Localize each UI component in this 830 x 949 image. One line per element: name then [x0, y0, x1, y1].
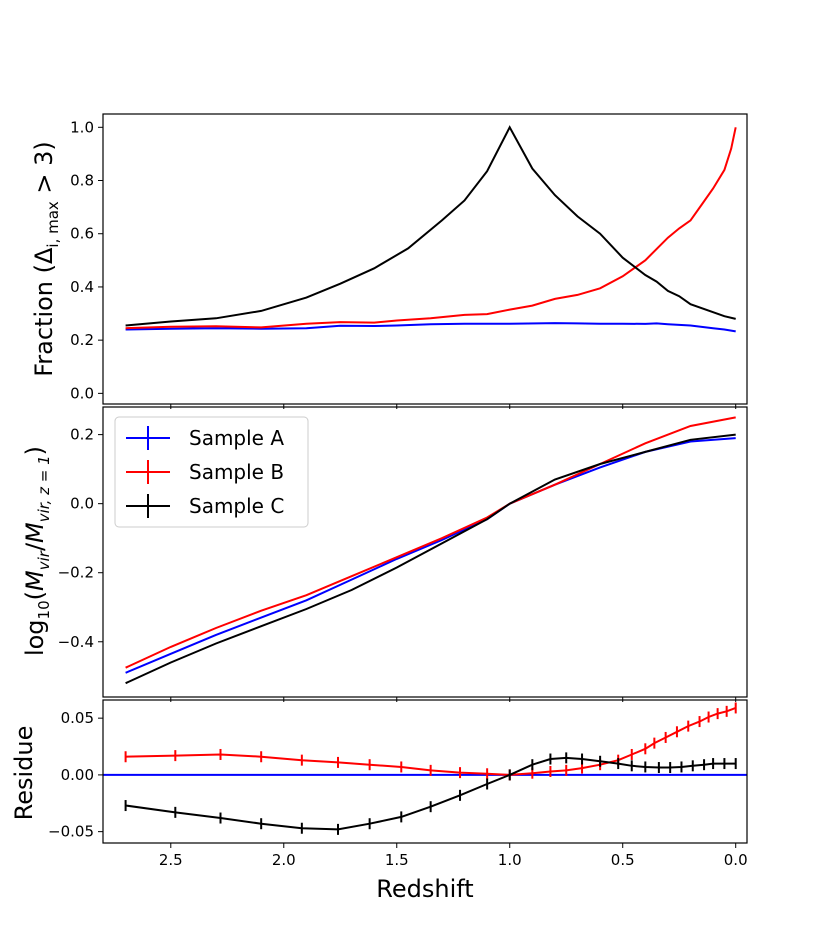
- axes-frame: [102, 699, 748, 844]
- series-group: [125, 125, 737, 333]
- x-tick-label: 2.5: [159, 851, 183, 869]
- axes-frame: [102, 406, 748, 698]
- axes-frame: [102, 113, 748, 405]
- legend-box: [114, 416, 309, 528]
- y-tick-label: 0.2: [70, 426, 94, 444]
- series-line-sample-b: [125, 416, 736, 669]
- series-line-sample-a: [125, 437, 736, 674]
- x-tick-label: 2.0: [272, 851, 296, 869]
- legend-label: Sample B: [189, 460, 284, 484]
- series-line-sample-b: [125, 127, 737, 330]
- x-tick-label: 0.0: [724, 851, 748, 869]
- series-line-sample-c: [125, 433, 736, 685]
- y-tick-label: −0.2: [58, 564, 94, 582]
- y-tick-label: 0.4: [70, 278, 94, 296]
- y-tick-label: 0.0: [70, 495, 94, 513]
- y-tick-label: 0.6: [70, 225, 94, 243]
- y-tick-label: −0.05: [48, 823, 94, 841]
- x-tick-label: 1.5: [385, 851, 409, 869]
- x-tick-label: 1.0: [498, 851, 522, 869]
- mass-ratio-panel: −0.4 −0.2 0.0 0.2: [58, 406, 748, 702]
- x-axis-label-redshift: Redshift: [376, 875, 473, 903]
- series-group: [103, 702, 747, 835]
- y-tick-label: 0.8: [70, 172, 94, 190]
- residue-panel: −0.05 0.00 0.05 2.5 2.0 1.5 1.0 0.5 0.0: [48, 699, 748, 869]
- legend-label: Sample C: [189, 494, 284, 518]
- series-line-sample-c: [125, 756, 736, 831]
- fraction-y-axis-label: Fraction (Δi, max > 3): [30, 141, 62, 377]
- x-tick-label: 0.5: [611, 851, 635, 869]
- series-line-sample-c: [125, 125, 736, 327]
- series-group: [125, 416, 736, 685]
- fraction-panel: 0.0 0.2 0.4 0.6 0.8 1.0: [70, 113, 748, 409]
- legend-label: Sample A: [189, 426, 284, 450]
- mass-ratio-y-axis-label: log10(Mvir/Mvir, z = 1): [21, 446, 53, 656]
- y-tick-label: 0.0: [70, 384, 94, 402]
- legend: Sample A Sample B Sample C: [114, 416, 309, 528]
- series-line-sample-a: [125, 322, 736, 333]
- y-tick-label: 1.0: [70, 118, 94, 136]
- y-tick-label: 0.05: [61, 709, 94, 727]
- y-tick-label: 0.2: [70, 331, 94, 349]
- y-tick-label: 0.00: [61, 766, 94, 784]
- residue-y-axis-label: Residue: [10, 726, 38, 821]
- y-tick-label: −0.4: [58, 633, 94, 651]
- series-line-sample-b: [125, 706, 737, 776]
